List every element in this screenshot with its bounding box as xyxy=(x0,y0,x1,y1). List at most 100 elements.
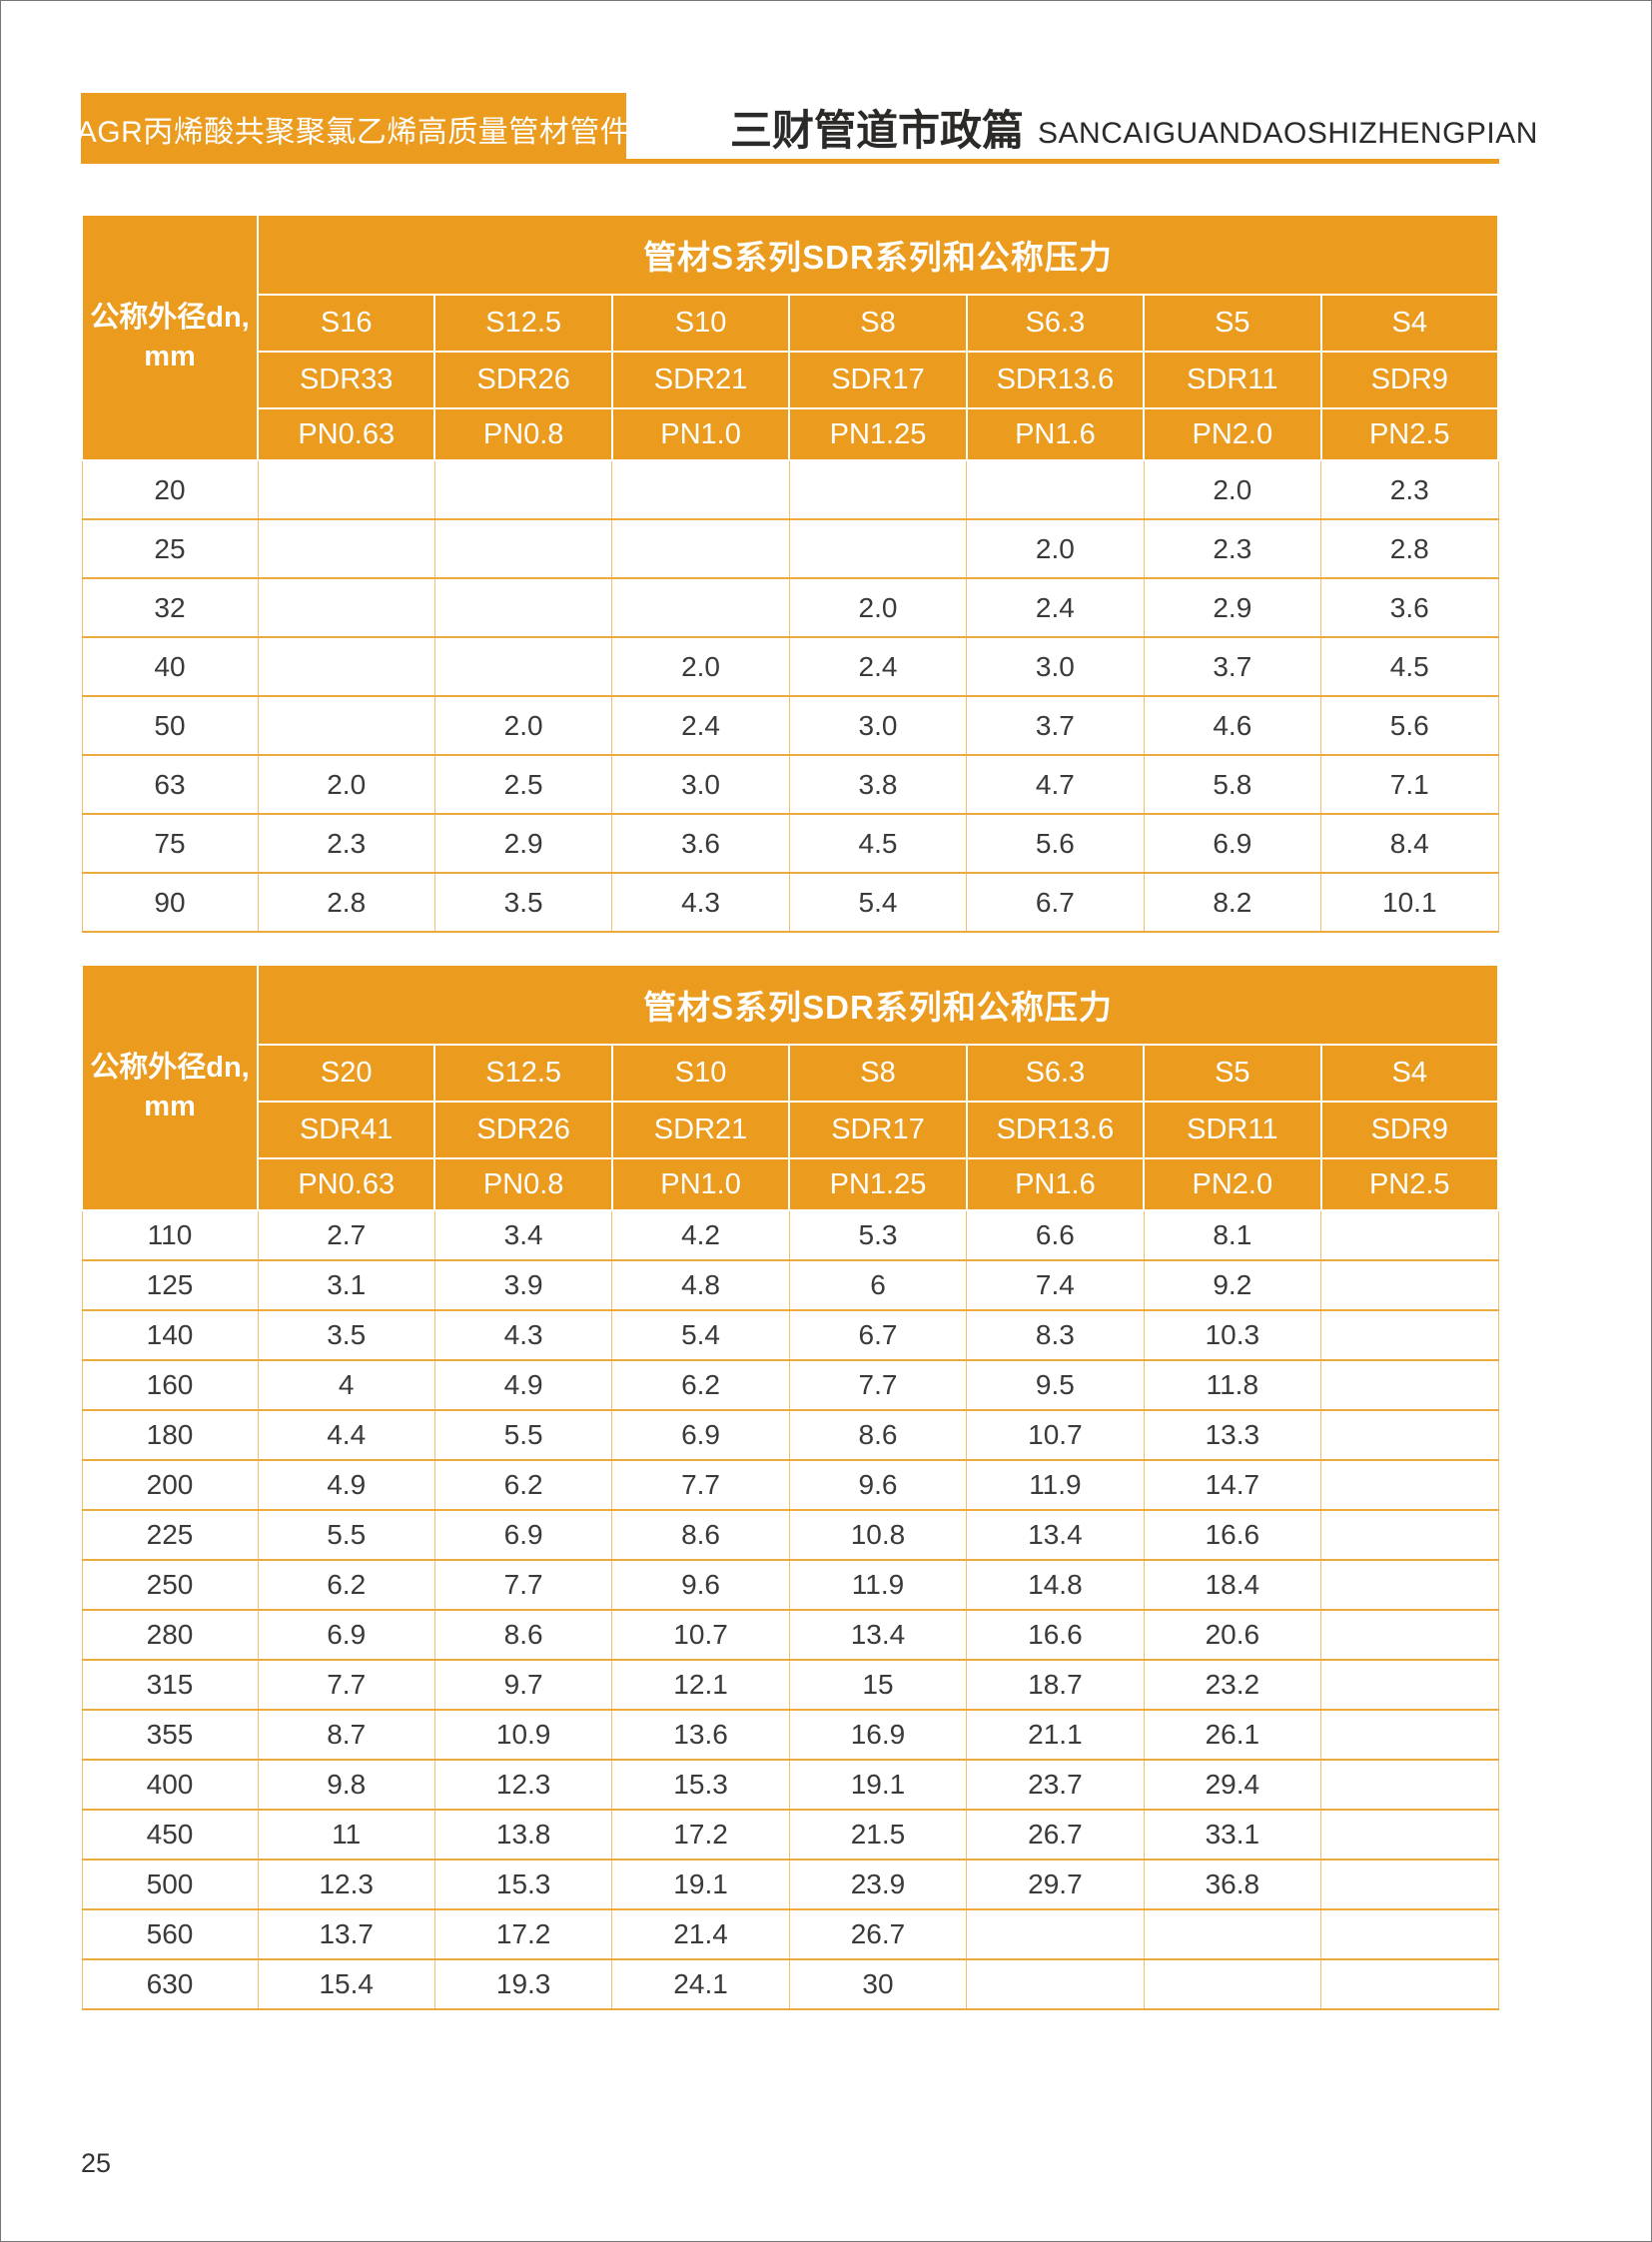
dn-value: 63 xyxy=(81,754,259,815)
table-row: 355 8.7 10.9 13.6 16.9 21.1 26.1 xyxy=(81,1709,1499,1761)
col-header-pn: PN2.0 xyxy=(1143,1157,1322,1211)
table-row: 500 12.3 15.3 19.1 23.9 29.7 36.8 xyxy=(81,1859,1499,1910)
wall-thickness-value: 26.7 xyxy=(788,1908,968,1960)
dn-value: 90 xyxy=(81,872,259,933)
wall-thickness-value: 16.6 xyxy=(966,1609,1145,1661)
wall-thickness-value xyxy=(257,459,435,520)
wall-thickness-value: 24.1 xyxy=(611,1958,790,2010)
wall-thickness-value: 7.7 xyxy=(433,1559,613,1611)
wall-thickness-value: 9.6 xyxy=(611,1559,790,1611)
wall-thickness-value: 8.6 xyxy=(611,1509,790,1561)
wall-thickness-value: 7.7 xyxy=(257,1659,435,1711)
wall-thickness-value: 4.2 xyxy=(611,1209,790,1261)
table-row: 200 4.9 6.2 7.7 9.6 11.9 14.7 xyxy=(81,1459,1499,1511)
wall-thickness-value: 9.8 xyxy=(257,1759,435,1811)
pipe-spec-table-1: 公称外径dn, mm 管材S系列SDR系列和公称压力 S16 S12.5 S10 S8 S6.… xyxy=(81,214,1500,933)
wall-thickness-value: 2.3 xyxy=(257,813,435,874)
dn-header-label: 公称外径dn, xyxy=(90,301,250,334)
wall-thickness-value xyxy=(433,577,613,638)
wall-thickness-value xyxy=(1143,1908,1322,1960)
wall-thickness-value: 13.6 xyxy=(611,1709,790,1761)
wall-thickness-value: 3.9 xyxy=(433,1259,613,1311)
wall-thickness-value: 18.7 xyxy=(966,1659,1145,1711)
row-header-dn: 公称外径dn, mm xyxy=(81,964,259,1211)
table-title: 管材S系列SDR系列和公称压力 xyxy=(257,214,1499,296)
col-header-s: S12.5 xyxy=(433,294,613,353)
wall-thickness-value: 6 xyxy=(788,1259,968,1311)
wall-thickness-value: 17.2 xyxy=(433,1908,613,1960)
wall-thickness-value: 10.8 xyxy=(788,1509,968,1561)
wall-thickness-value: 6.9 xyxy=(433,1509,613,1561)
wall-thickness-value: 6.6 xyxy=(966,1209,1145,1261)
wall-thickness-value: 13.3 xyxy=(1143,1409,1322,1461)
table-row: 630 15.4 19.3 24.1 30 xyxy=(81,1958,1499,2010)
table-row: 560 13.7 17.2 21.4 26.7 xyxy=(81,1908,1499,1960)
wall-thickness-value xyxy=(257,577,435,638)
wall-thickness-value: 5.3 xyxy=(788,1209,968,1261)
table-row: 20 2.0 2.3 xyxy=(81,459,1499,520)
wall-thickness-value: 10.9 xyxy=(433,1709,613,1761)
wall-thickness-value: 29.4 xyxy=(1143,1759,1322,1811)
table-row: 160 4 4.9 6.2 7.7 9.5 11.8 xyxy=(81,1359,1499,1411)
col-header-pn: PN2.0 xyxy=(1143,407,1322,461)
wall-thickness-value: 16.6 xyxy=(1143,1509,1322,1561)
wall-thickness-value: 2.4 xyxy=(788,636,968,697)
wall-thickness-value xyxy=(1320,1509,1499,1561)
wall-thickness-value: 5.8 xyxy=(1143,754,1322,815)
col-header-sdr: SDR33 xyxy=(256,351,436,409)
page-title-pinyin: SANCAIGUANDAOSHIZHENGPIAN xyxy=(1038,117,1538,150)
wall-thickness-value: 4.5 xyxy=(1320,636,1499,697)
wall-thickness-value: 3.0 xyxy=(611,754,790,815)
dn-value: 200 xyxy=(81,1459,259,1511)
wall-thickness-value: 8.6 xyxy=(433,1609,613,1661)
wall-thickness-value xyxy=(1320,1309,1499,1361)
table-row: 63 2.0 2.5 3.0 3.8 4.7 5.8 7.1 xyxy=(81,754,1499,815)
row-header-dn: 公称外径dn, mm xyxy=(81,214,259,461)
wall-thickness-value: 2.4 xyxy=(611,695,790,756)
wall-thickness-value: 3.7 xyxy=(966,695,1145,756)
table-row: 90 2.8 3.5 4.3 5.4 6.7 8.2 10.1 xyxy=(81,872,1499,933)
col-header-pn: PN1.25 xyxy=(788,407,968,461)
wall-thickness-value: 2.3 xyxy=(1320,459,1499,520)
wall-thickness-value: 9.7 xyxy=(433,1659,613,1711)
table-row: 25 2.0 2.3 2.8 xyxy=(81,518,1499,579)
wall-thickness-value: 2.4 xyxy=(966,577,1145,638)
wall-thickness-value: 20.6 xyxy=(1143,1609,1322,1661)
wall-thickness-value: 10.7 xyxy=(611,1609,790,1661)
wall-thickness-value: 3.1 xyxy=(257,1259,435,1311)
col-header-sdr: SDR13.6 xyxy=(965,1101,1146,1159)
wall-thickness-value xyxy=(1320,1559,1499,1611)
wall-thickness-value: 15.3 xyxy=(433,1859,613,1910)
wall-thickness-value: 3.7 xyxy=(1143,636,1322,697)
wall-thickness-value xyxy=(1320,1908,1499,1960)
wall-thickness-value xyxy=(1320,1759,1499,1811)
wall-thickness-value: 4.3 xyxy=(433,1309,613,1361)
wall-thickness-value: 8.6 xyxy=(788,1409,968,1461)
col-header-s: S20 xyxy=(256,1044,436,1103)
wall-thickness-value: 4 xyxy=(257,1359,435,1411)
wall-thickness-value: 8.3 xyxy=(966,1309,1145,1361)
dn-header-label: 公称外径dn, xyxy=(90,1051,250,1084)
wall-thickness-value: 23.7 xyxy=(966,1759,1145,1811)
wall-thickness-value xyxy=(257,518,435,579)
dn-value: 450 xyxy=(81,1809,259,1861)
col-header-s: S12.5 xyxy=(433,1044,613,1103)
wall-thickness-value: 26.1 xyxy=(1143,1709,1322,1761)
wall-thickness-value: 10.7 xyxy=(966,1409,1145,1461)
col-header-sdr: SDR17 xyxy=(788,1101,968,1159)
wall-thickness-value: 4.7 xyxy=(966,754,1145,815)
table-row: 50 2.0 2.4 3.0 3.7 4.6 5.6 xyxy=(81,695,1499,756)
dn-value: 20 xyxy=(81,459,259,520)
header-banner: AGR丙烯酸共聚聚氯乙烯高质量管材管件 xyxy=(77,93,630,164)
wall-thickness-value: 3.0 xyxy=(788,695,968,756)
dn-value: 225 xyxy=(81,1509,259,1561)
col-header-pn: PN0.8 xyxy=(433,1157,613,1211)
col-header-sdr: SDR11 xyxy=(1143,351,1322,409)
col-header-s: S16 xyxy=(256,294,436,353)
dn-value: 75 xyxy=(81,813,259,874)
table-row: 400 9.8 12.3 15.3 19.1 23.7 29.4 xyxy=(81,1759,1499,1811)
wall-thickness-value xyxy=(966,1958,1145,2010)
wall-thickness-value: 3.4 xyxy=(433,1209,613,1261)
table-row: 450 11 13.8 17.2 21.5 26.7 33.1 xyxy=(81,1809,1499,1861)
col-header-sdr: SDR26 xyxy=(433,351,613,409)
